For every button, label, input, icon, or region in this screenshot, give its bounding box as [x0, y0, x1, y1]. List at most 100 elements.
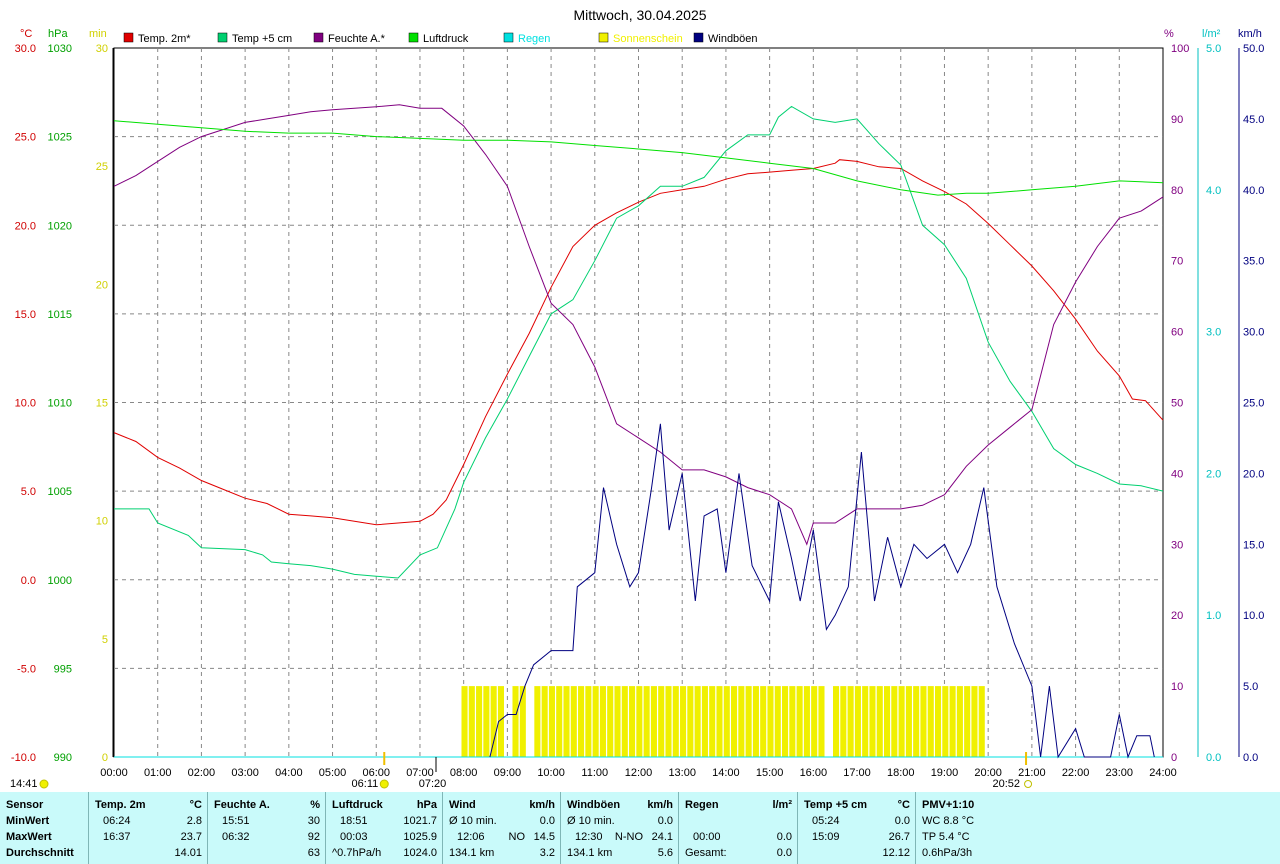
rain-tick-label: 2.0	[1206, 468, 1221, 480]
stats-time: 12:30	[575, 831, 603, 843]
legend-label: Feuchte A.*	[328, 33, 386, 45]
stats-column: Windböen km/h Ø 10 min. 0.0 12:30 N-NO 24.1 134…	[560, 792, 679, 864]
humidity-tick-label: 70	[1171, 256, 1183, 268]
stats-row: Ø 10 min. 0.0	[449, 813, 555, 829]
sunshine-bar	[578, 686, 585, 757]
temp-tick-label: 10.0	[15, 398, 36, 410]
stats-value: 92	[307, 831, 320, 843]
humidity-tick-label: 20	[1171, 610, 1183, 622]
series-line-feuchte-a	[113, 104, 1164, 546]
sunshine-bar	[723, 686, 730, 757]
wind-axis-unit: km/h	[1238, 28, 1262, 40]
wind-tick-label: 25.0	[1243, 398, 1264, 410]
stats-row: 0.6hPa/3h	[922, 845, 1030, 861]
stats-value: 1021.7	[403, 815, 437, 827]
stats-row: Gesamt: 0.0	[685, 845, 792, 861]
time-tick-label: 09:00	[494, 767, 522, 779]
stats-row: 12:06 NO 14.5	[449, 829, 555, 845]
sun-tick-label: 30	[96, 43, 108, 55]
stats-value: 63	[307, 847, 320, 859]
stats-value: 0.0	[776, 831, 792, 843]
stats-header: Wind km/h	[449, 797, 555, 813]
wind-tick-label: 5.0	[1243, 681, 1258, 693]
stats-row: Ø 10 min. 0.0	[567, 813, 673, 829]
now-time-label: 14:41	[10, 778, 38, 790]
sunshine-bar	[548, 686, 555, 757]
rain-tick-label: 4.0	[1206, 185, 1221, 197]
sunset-time-label: 20:52	[993, 778, 1021, 790]
sunshine-bar	[534, 686, 541, 757]
stats-header: Feuchte A.%	[214, 797, 320, 813]
stats-row: 00:00 0.0	[685, 829, 792, 845]
humidity-tick-label: 30	[1171, 539, 1183, 551]
stats-row-label: MinWert	[6, 815, 50, 827]
stats-column: Wind km/h Ø 10 min. 0.0 12:06 NO 14.5 134.1 km 3…	[442, 792, 561, 864]
sunshine-bar	[847, 686, 854, 757]
stats-time: 06:32	[222, 831, 250, 843]
stats-value: 12.12	[882, 847, 910, 859]
humidity-tick-label: 40	[1171, 468, 1183, 480]
stats-header-unit: °C	[897, 799, 910, 811]
wind-tick-label: 0.0	[1243, 752, 1258, 764]
stats-row: 06:24 2.8	[95, 813, 202, 829]
sunshine-bar	[483, 686, 490, 757]
stats-time: 15:51	[222, 815, 250, 827]
sunshine-bar	[898, 686, 905, 757]
sunshine-bar	[731, 686, 738, 757]
sunshine-bar	[701, 686, 708, 757]
stats-header: PMV+1:10	[922, 797, 1030, 813]
pressure-tick-label: 1020	[48, 220, 72, 232]
stats-row: 134.1 km 3.2	[449, 845, 555, 861]
stats-column: Regen l/m² 00:00 0.0 Gesamt: 0.0	[678, 792, 798, 864]
chart-title: Mittwoch, 30.04.2025	[573, 7, 706, 23]
sunshine-bar	[760, 686, 767, 757]
stats-time: 134.1 km	[567, 847, 613, 859]
pressure-tick-label: 990	[54, 752, 72, 764]
wind-tick-label: 10.0	[1243, 610, 1264, 622]
legend-swatch	[408, 32, 419, 43]
sunshine-bar	[468, 686, 475, 757]
pressure-tick-label: 1005	[48, 486, 72, 498]
time-tick-label: 05:00	[319, 767, 347, 779]
legend-label: Sonnenschein	[613, 33, 683, 45]
stats-value: 14.01	[174, 847, 202, 859]
stats-row: TP 5.4 °C	[922, 829, 1030, 845]
stats-time: 00:00	[693, 831, 721, 843]
pressure-tick-label: 1030	[48, 43, 72, 55]
stats-header-title: Luftdruck	[332, 799, 383, 811]
temp-tick-label: -10.0	[11, 752, 36, 764]
stats-header-unit: l/m²	[772, 799, 792, 811]
stats-value: 23.7	[180, 831, 202, 843]
stats-row: 16:37 23.7	[95, 829, 202, 845]
stats-value: 14.5	[533, 831, 555, 843]
sunshine-bar	[883, 686, 891, 757]
time-tick-label: 04:00	[275, 767, 303, 779]
stats-direction: N-NO	[614, 831, 643, 843]
stats-row: ^0.7hPa/h 1024.0	[332, 845, 437, 861]
stats-header: Regen l/m²	[685, 797, 792, 813]
stats-header-title: Wind	[449, 799, 476, 811]
sunshine-bar	[876, 686, 883, 757]
sunshine-bar	[789, 686, 796, 757]
time-tick-label: 18:00	[887, 767, 915, 779]
time-tick-label: 11:00	[581, 767, 608, 779]
sunshine-bar	[964, 686, 971, 757]
stats-column: Luftdruck hPa 18:51 1021.7 00:03 1025.9 ^0.7hP…	[325, 792, 443, 864]
sunshine-bar	[862, 686, 869, 757]
sunshine-bar	[541, 686, 548, 757]
humidity-tick-label: 100	[1171, 43, 1189, 55]
legend-label: Temp. 2m*	[138, 33, 191, 45]
legend-swatch	[313, 32, 324, 43]
sun-axis-unit: min	[89, 28, 107, 40]
sunshine-bar	[942, 686, 949, 757]
civil-dawn-label: 07:20	[419, 778, 447, 790]
sunshine-bar	[497, 686, 504, 757]
stats-row: 63	[214, 845, 320, 861]
statistics-panel: Sensor MinWert MaxWert Durchschnitt Temp. 2m…	[0, 792, 1280, 864]
sunshine-bar	[519, 686, 526, 757]
weather-chart: Mittwoch, 30.04.2025 Temp. 2m* Temp +5 cm F…	[10, 7, 1264, 790]
time-tick-label: 12:00	[625, 767, 653, 779]
stats-column: Temp +5 cm °C 05:24 0.0 15:09 26.7 12.12	[797, 792, 916, 864]
sunshine-bar	[490, 686, 497, 757]
stats-header-title: Sensor	[6, 799, 44, 811]
